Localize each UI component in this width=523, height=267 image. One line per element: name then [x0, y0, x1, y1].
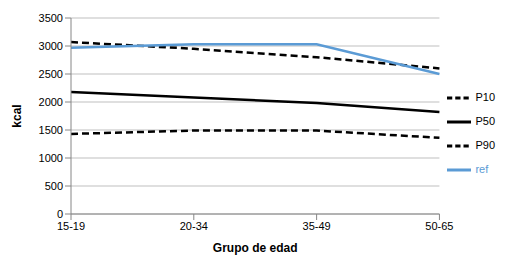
svg-text:kcal: kcal [10, 104, 24, 127]
html-text:P90: P90 [475, 138, 495, 151]
svg-text:35-49: 35-49 [303, 220, 331, 232]
html-text:ref: ref [475, 162, 489, 175]
svg-text:2000: 2000 [39, 96, 63, 108]
svg-text:3000: 3000 [39, 40, 63, 52]
svg-text:2500: 2500 [39, 68, 63, 80]
svg-text:1000: 1000 [39, 152, 63, 164]
svg-text:20-34: 20-34 [180, 220, 208, 232]
svg-text:1500: 1500 [39, 124, 63, 136]
html-text:P50: P50 [475, 114, 495, 127]
svg-text:50-65: 50-65 [425, 220, 453, 232]
svg-text:15-19: 15-19 [57, 220, 85, 232]
html-text:P10: P10 [475, 90, 495, 103]
svg-text:Grupo de edad: Grupo de edad [213, 241, 298, 255]
svg-text:0: 0 [57, 208, 63, 220]
svg-text:500: 500 [45, 180, 63, 192]
svg-text:3500: 3500 [39, 12, 63, 24]
